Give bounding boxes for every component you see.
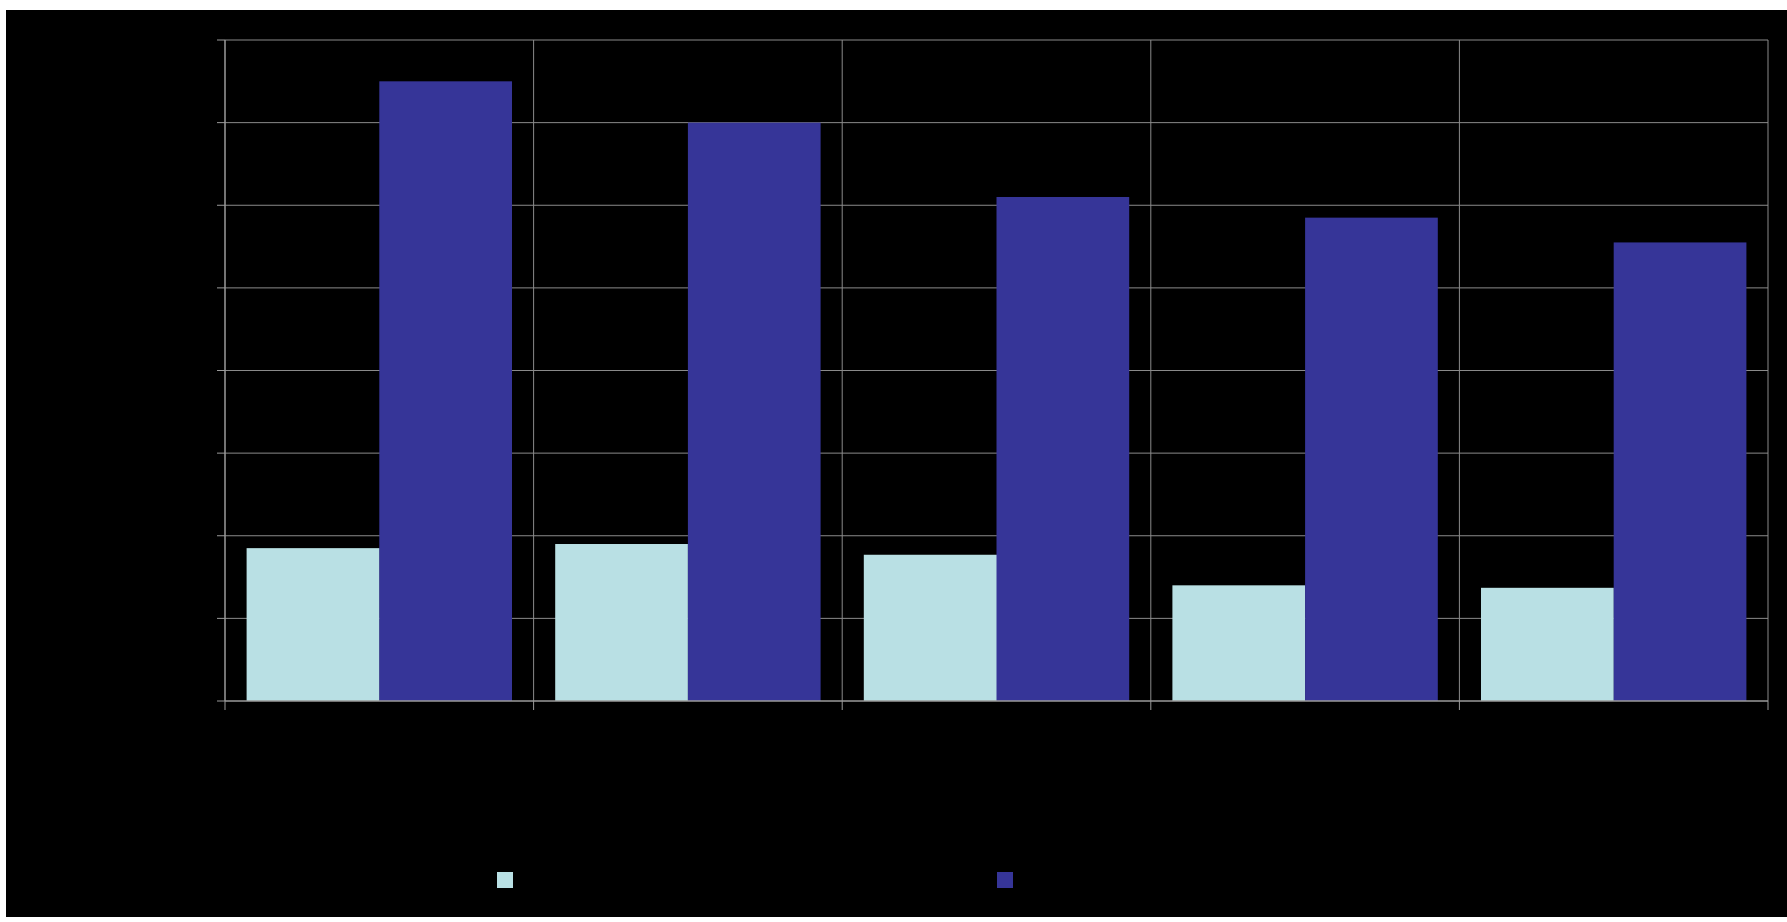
bar-series-2-category-3 — [996, 196, 1130, 702]
bar-series-2-category-2 — [687, 122, 821, 701]
bar-series-2-category-4 — [1305, 217, 1438, 702]
legend-swatch-series-1 — [497, 872, 513, 888]
bar-series-1-category-1 — [246, 548, 380, 701]
bar-series-2-category-5 — [1613, 242, 1747, 701]
bar-series-1-category-5 — [1481, 587, 1614, 701]
bar-series-1-category-3 — [863, 554, 997, 701]
axes — [217, 39, 1769, 710]
legend — [497, 872, 1013, 888]
bars — [246, 81, 1747, 702]
bar-series-1-category-2 — [555, 544, 688, 701]
chart-background — [6, 10, 1787, 917]
bar-series-1-category-4 — [1172, 585, 1306, 701]
bar-series-2-category-1 — [379, 81, 512, 701]
legend-swatch-series-2 — [997, 872, 1013, 888]
